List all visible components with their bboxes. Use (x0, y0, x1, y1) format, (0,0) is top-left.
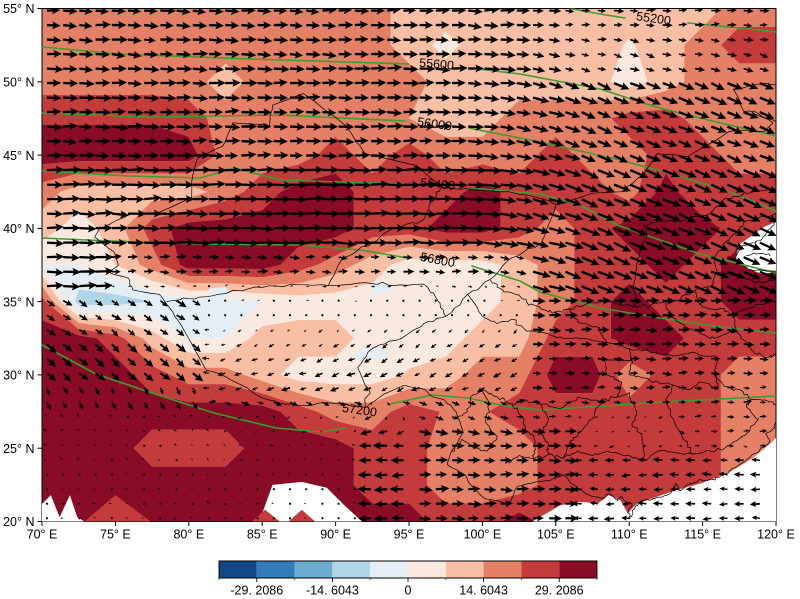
svg-text:115° E: 115° E (684, 528, 721, 542)
svg-text:55200: 55200 (635, 9, 671, 28)
svg-text:55° N: 55° N (3, 2, 34, 16)
svg-text:120° E: 120° E (757, 528, 795, 542)
svg-text:80° E: 80° E (173, 528, 204, 542)
svg-text:-14. 6043: -14. 6043 (306, 584, 359, 598)
svg-text:95° E: 95° E (394, 528, 425, 542)
svg-text:45° N: 45° N (3, 149, 34, 163)
svg-text:75° E: 75° E (100, 528, 131, 542)
svg-text:35° N: 35° N (3, 295, 34, 309)
svg-text:20° N: 20° N (3, 515, 34, 529)
svg-text:85° E: 85° E (247, 528, 278, 542)
svg-text:-29. 2086: -29. 2086 (230, 584, 283, 598)
svg-text:25° N: 25° N (3, 442, 34, 456)
svg-text:105° E: 105° E (537, 528, 575, 542)
svg-text:0: 0 (405, 584, 412, 598)
svg-text:56000: 56000 (416, 115, 452, 134)
svg-text:50° N: 50° N (3, 76, 34, 90)
svg-text:40° N: 40° N (3, 222, 34, 236)
svg-text:29. 2086: 29. 2086 (535, 584, 584, 598)
svg-text:70° E: 70° E (27, 528, 58, 542)
svg-text:30° N: 30° N (3, 369, 34, 383)
svg-text:100° E: 100° E (464, 528, 502, 542)
svg-text:14. 6043: 14. 6043 (459, 584, 508, 598)
svg-text:110° E: 110° E (611, 528, 648, 542)
svg-text:90° E: 90° E (320, 528, 351, 542)
svg-text:57200: 57200 (341, 401, 377, 420)
svg-text:56800: 56800 (419, 250, 456, 270)
